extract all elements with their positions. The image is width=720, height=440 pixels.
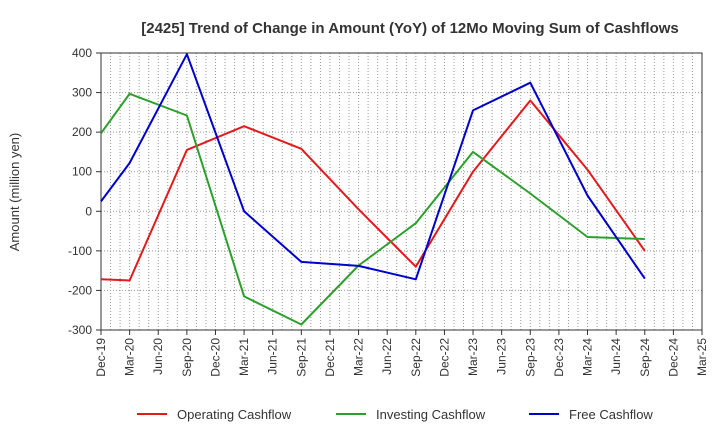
legend-label-free-cashflow: Free Cashflow [569,407,653,422]
x-tick-label: Mar-25 [695,338,709,376]
legend: Operating Cashflow Investing Cashflow Free… [137,407,653,422]
legend-label-investing-cashflow: Investing Cashflow [376,407,486,422]
x-tick-label: Mar-22 [352,338,366,376]
x-ticks: Dec-19 Mar-20 Jun-20 Sep-20 Dec-20 Mar-21 Jun-… [94,330,709,377]
x-tick-label: Dec-19 [94,338,108,377]
legend-label-operating-cashflow: Operating Cashflow [177,407,292,422]
x-tick-label: Jun-22 [380,338,394,375]
y-tick-label: 400 [72,46,92,60]
x-tick-label: Mar-23 [466,338,480,376]
x-tick-label: Sep-20 [180,338,194,377]
grid [101,53,702,330]
y-tick-label: 200 [72,125,92,139]
x-tick-label: Dec-23 [552,338,566,377]
x-tick-label: Sep-24 [638,338,652,377]
series-line-free-cashflow [100,53,646,281]
x-tick-label: Mar-21 [237,338,251,376]
chart-title: [2425] Trend of Change in Amount (YoY) o… [141,20,679,37]
x-tick-label: Jun-20 [151,338,165,375]
x-tick-label: Sep-21 [294,338,308,377]
x-tick-label: Dec-21 [323,338,337,377]
y-tick-label: -100 [68,244,92,258]
x-tick-label: Sep-23 [523,338,537,377]
y-tick-label: -200 [68,283,92,297]
x-tick-label: Mar-24 [581,338,595,376]
y-tick-label: -300 [68,323,92,337]
x-tick-label: Jun-21 [266,338,280,375]
x-tick-label: Jun-24 [609,338,623,375]
series-line-investing-cashflow [100,92,645,326]
series-line-operating-cashflow [100,99,646,282]
x-tick-label: Jun-23 [495,338,509,375]
x-tick-label: Dec-22 [437,338,451,377]
plot-border [100,52,703,331]
x-tick-label: Mar-20 [123,338,137,376]
y-tick-label: 100 [72,165,92,179]
x-tick-label: Dec-20 [208,338,222,377]
y-tick-label: 300 [72,86,92,100]
y-ticks: 400 300 200 100 0 -100 -200 -300 [68,46,101,337]
y-tick-label: 0 [85,204,92,218]
y-axis-label: Amount (million yen) [7,133,22,252]
x-tick-label: Dec-24 [666,338,680,377]
series-lines [100,53,646,326]
plot-frame [100,52,703,331]
x-tick-label: Sep-22 [409,338,423,377]
